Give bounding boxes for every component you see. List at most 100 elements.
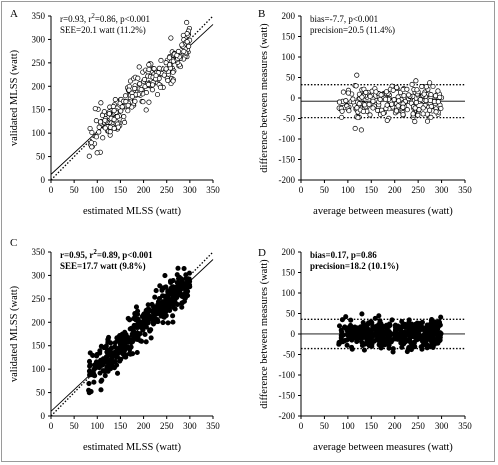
data-point — [386, 321, 393, 327]
data-point — [107, 129, 113, 135]
data-point — [384, 117, 390, 123]
data-point — [153, 288, 159, 294]
data-point — [97, 119, 104, 125]
data-point — [427, 80, 433, 86]
y-tick-label: 250 — [32, 294, 46, 304]
panel-letter: C — [10, 237, 17, 249]
y-tick-label: -200 — [279, 411, 296, 421]
data-point — [378, 92, 384, 98]
x-tick-label: 150 — [365, 185, 379, 195]
x-tick-label: 0 — [49, 421, 54, 431]
x-tick-label: 300 — [183, 185, 197, 195]
data-point — [377, 326, 383, 332]
x-tick-label: 0 — [299, 185, 304, 195]
data-point — [98, 387, 104, 393]
data-point — [390, 87, 396, 93]
data-point — [135, 311, 141, 317]
data-point — [410, 111, 416, 117]
data-point — [115, 350, 121, 357]
y-tick-label: 0 — [41, 411, 46, 421]
data-point — [125, 102, 131, 108]
data-point — [340, 339, 346, 345]
x-axis-label: average between measures (watt) — [313, 206, 453, 217]
x-tick-label: 200 — [388, 185, 402, 195]
data-point — [366, 332, 372, 338]
data-point — [414, 87, 420, 93]
data-point — [377, 96, 383, 102]
data-point — [170, 291, 176, 297]
data-point — [111, 125, 117, 131]
data-point — [150, 321, 157, 327]
data-point — [172, 306, 178, 312]
data-point — [86, 381, 92, 387]
data-point — [339, 114, 345, 120]
data-point — [437, 94, 443, 100]
data-point — [180, 32, 186, 38]
annotation-2: SEE=20.1 watt (11.2%) — [60, 25, 146, 35]
data-point — [117, 358, 123, 364]
data-point — [359, 94, 365, 100]
data-point — [136, 64, 142, 70]
data-point — [133, 315, 139, 321]
data-point — [96, 124, 102, 130]
data-point — [401, 93, 407, 99]
data-point — [133, 304, 140, 310]
y-tick-label: 100 — [282, 288, 296, 298]
data-point — [181, 48, 187, 54]
y-tick-label: 50 — [36, 152, 46, 162]
data-point — [362, 102, 368, 108]
data-point — [89, 144, 95, 150]
data-point — [112, 96, 118, 103]
data-point — [163, 312, 169, 319]
x-tick-label: 200 — [137, 421, 151, 431]
y-tick-label: -150 — [279, 155, 296, 165]
data-point — [355, 115, 361, 121]
x-tick-label: 200 — [137, 185, 151, 195]
data-point — [431, 341, 437, 348]
data-point — [430, 83, 436, 90]
panel-letter: B — [258, 8, 265, 20]
data-point — [420, 111, 426, 117]
data-point — [165, 77, 171, 84]
x-tick-label: 50 — [70, 185, 80, 195]
data-point — [369, 343, 375, 349]
data-point — [400, 104, 406, 110]
x-tick-label: 350 — [206, 421, 220, 431]
data-point — [138, 86, 144, 93]
data-point — [372, 315, 378, 321]
x-tick-label: 0 — [299, 421, 304, 431]
y-tick-label: 200 — [282, 247, 296, 257]
y-tick-label: 0 — [291, 329, 296, 339]
data-points — [86, 265, 193, 396]
data-point — [101, 109, 107, 115]
data-point — [359, 332, 365, 338]
data-point — [100, 368, 106, 374]
data-point — [179, 42, 185, 48]
data-point — [406, 336, 413, 342]
data-point — [87, 370, 93, 376]
y-tick-label: 300 — [32, 34, 46, 44]
annotation-1: bias=0.17, p=0.86 — [310, 250, 377, 260]
data-point — [378, 321, 384, 327]
x-tick-label: 100 — [91, 421, 105, 431]
data-point — [336, 99, 343, 105]
data-point — [157, 84, 164, 90]
data-point — [389, 317, 395, 323]
data-point — [142, 331, 148, 338]
data-point — [160, 302, 166, 308]
data-point — [171, 300, 177, 306]
data-point — [134, 349, 140, 356]
y-tick-label: -100 — [279, 370, 296, 380]
data-point — [186, 270, 192, 276]
x-tick-label: 250 — [411, 421, 425, 431]
data-point — [114, 362, 120, 368]
data-point — [154, 91, 161, 98]
data-point — [107, 357, 113, 363]
data-point — [378, 337, 384, 344]
data-point — [179, 304, 185, 310]
data-point — [158, 57, 164, 64]
data-point — [339, 317, 345, 323]
panel-a: A 0 50 100 150 200 250 300 350 0 50 100 150 200 250 300… — [9, 8, 220, 217]
data-point — [115, 334, 122, 340]
